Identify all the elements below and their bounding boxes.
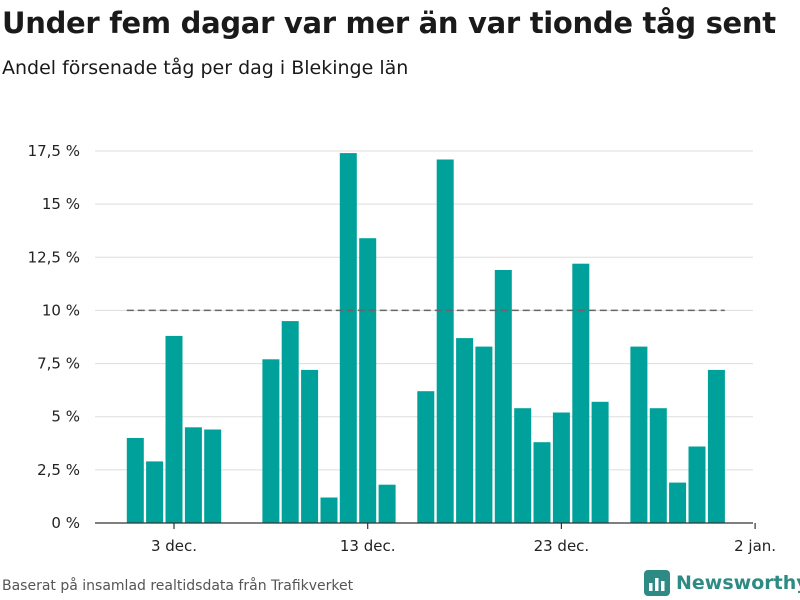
bar [494, 270, 512, 523]
x-tick-label: 23 dec. [534, 537, 590, 555]
source-note: Baserat på insamlad realtidsdata från Tr… [2, 578, 354, 594]
bar [533, 442, 551, 523]
y-tick-label: 2,5 % [37, 461, 80, 479]
bar [475, 346, 493, 523]
brand-name: Newsworthy [676, 572, 800, 594]
bar [456, 338, 474, 523]
chart-title: Under fem dagar var mer än var tionde tå… [2, 6, 776, 40]
bar [126, 438, 144, 523]
bar [378, 484, 396, 523]
bar [184, 427, 202, 523]
bar [436, 159, 454, 523]
bar [146, 461, 164, 523]
bar [591, 401, 609, 523]
newsworthy-logo: Newsworthy [644, 570, 800, 596]
bar [552, 412, 570, 523]
y-tick-label: 10 % [42, 301, 80, 319]
y-tick-label: 0 % [51, 514, 80, 532]
bar [417, 391, 435, 523]
bar [320, 497, 338, 523]
bar [339, 153, 357, 523]
bar [649, 408, 667, 523]
y-axis-labels: 0 % 2,5 % 5 % 7,5 % 10 % 12,5 % 15 % 17,5 % [28, 142, 80, 532]
bar [204, 429, 222, 523]
bar-chart-icon [644, 570, 670, 596]
bar [688, 446, 706, 523]
x-tick-label: 3 dec. [151, 537, 197, 555]
x-tick-label: 13 dec. [340, 537, 396, 555]
chart-subtitle: Andel försenade tåg per dag i Blekinge l… [2, 57, 409, 79]
bar [514, 408, 532, 523]
x-axis: 3 dec. 13 dec. 23 dec. 2 jan. [95, 522, 776, 555]
bar [281, 321, 299, 523]
bar [301, 369, 319, 523]
y-tick-label: 5 % [51, 408, 80, 426]
bar [669, 482, 687, 523]
bar [165, 335, 183, 523]
y-tick-label: 15 % [42, 195, 80, 213]
bar [572, 263, 590, 523]
bar [359, 238, 377, 523]
bar [630, 346, 648, 523]
bar [262, 359, 280, 523]
y-tick-label: 17,5 % [28, 142, 80, 160]
bars [126, 153, 725, 523]
bar [707, 369, 725, 523]
y-tick-label: 12,5 % [28, 248, 80, 266]
y-tick-label: 7,5 % [37, 355, 80, 373]
x-tick-label: 2 jan. [734, 537, 776, 555]
bar-chart: 0 % 2,5 % 5 % 7,5 % 10 % 12,5 % 15 % 17,5 % 3 d… [28, 142, 776, 555]
